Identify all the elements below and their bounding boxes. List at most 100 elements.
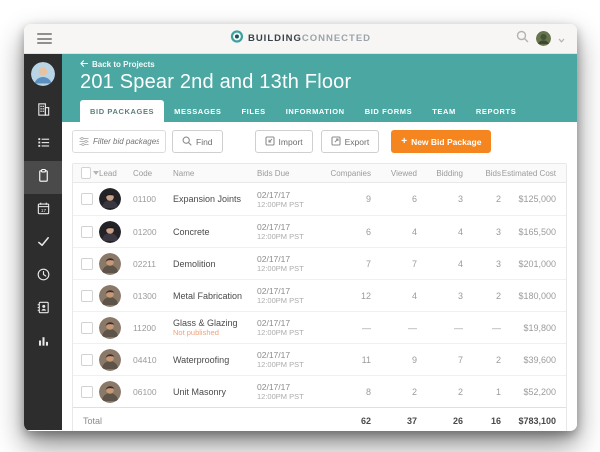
sidebar-item-reports[interactable] [24, 326, 62, 359]
table-row: 04410 Waterproofing 02/17/17 12:00PM PST… [73, 343, 566, 375]
row-viewed: 7 [411, 258, 417, 269]
sidebar-item-company[interactable] [24, 95, 62, 128]
row-bids: — [492, 322, 501, 333]
col-header-companies[interactable]: Companies [330, 168, 371, 178]
total-viewed: 37 [406, 416, 417, 426]
check-icon [36, 234, 51, 254]
tab-team[interactable]: TEAM [432, 107, 456, 116]
new-bid-package-button[interactable]: + New Bid Package [391, 130, 492, 153]
page-title: 201 Spear 2nd and 13th Floor [80, 71, 352, 93]
table-row: 01100 Expansion Joints 02/17/17 12:00PM … [73, 183, 566, 215]
filter-icon [79, 133, 89, 151]
sidebar-item-bid-packages[interactable] [24, 161, 62, 194]
sidebar-item-tasks[interactable] [24, 227, 62, 260]
row-bidding: — [454, 322, 463, 333]
total-label: Total [83, 416, 103, 426]
row-checkbox[interactable] [81, 385, 93, 398]
lead-avatar[interactable] [99, 348, 121, 371]
total-bidding: 26 [452, 416, 463, 426]
row-name[interactable]: Glass & Glazing [173, 318, 238, 328]
lead-avatar[interactable] [99, 380, 121, 403]
row-viewed: — [408, 322, 417, 333]
tab-messages[interactable]: MESSAGES [174, 107, 222, 116]
project-header: Back to Projects 201 Spear 2nd and 13th … [62, 54, 577, 122]
row-viewed: 4 [411, 290, 417, 301]
lead-avatar[interactable] [99, 220, 121, 243]
select-all-checkbox[interactable] [81, 167, 91, 179]
table-row: 02211 Demolition 02/17/17 12:00PM PST 7 … [73, 247, 566, 279]
filter-input[interactable] [93, 137, 159, 146]
clipboard-icon [36, 168, 51, 188]
row-estimated-cost: $19,800 [523, 322, 556, 333]
tab-bid-forms[interactable]: BID FORMS [364, 107, 413, 116]
row-name[interactable]: Metal Fabrication [173, 290, 243, 301]
col-header-bids[interactable]: Bids [485, 168, 501, 178]
row-name[interactable]: Waterproofing [173, 354, 230, 365]
sidebar-item-history[interactable] [24, 260, 62, 293]
tab-reports[interactable]: REPORTS [475, 107, 517, 116]
chevron-down-icon[interactable] [558, 30, 565, 48]
row-companies: 6 [365, 226, 371, 237]
row-bidding: 2 [457, 386, 463, 397]
brand-logo-icon [230, 29, 243, 48]
row-checkbox[interactable] [81, 225, 93, 238]
lead-avatar[interactable] [99, 284, 121, 307]
row-bidding: 3 [457, 194, 463, 204]
import-button[interactable]: Import [254, 130, 313, 153]
col-header-estimated-cost[interactable]: Estimated Cost [501, 168, 556, 178]
tab-bid-packages[interactable]: BID PACKAGES [80, 100, 165, 122]
tab-information[interactable]: INFORMATION [285, 107, 345, 116]
table-row: 11200 Glass & Glazing Not published 02/1… [73, 311, 566, 343]
row-name[interactable]: Expansion Joints [173, 194, 242, 204]
row-checkbox[interactable] [81, 193, 93, 205]
row-companies: 11 [361, 354, 371, 365]
col-header-lead[interactable]: Lead [99, 168, 117, 178]
bid-packages-toolbar: Find Import Export + New Bid Package [62, 122, 577, 160]
sidebar-item-list[interactable] [24, 128, 62, 161]
lead-avatar[interactable] [99, 316, 121, 339]
tab-files[interactable]: FILES [241, 107, 266, 116]
export-icon [331, 135, 341, 148]
col-header-code[interactable]: Code [133, 168, 153, 178]
table-body: 01100 Expansion Joints 02/17/17 12:00PM … [73, 183, 566, 407]
row-companies: 12 [360, 290, 371, 301]
sidebar-user-avatar[interactable] [31, 62, 55, 86]
export-button[interactable]: Export [320, 130, 380, 153]
row-bidding: 4 [457, 258, 463, 269]
row-name[interactable]: Unit Masonry [173, 386, 227, 397]
project-tabs: BID PACKAGES MESSAGES FILES INFORMATION BID … [62, 100, 577, 122]
row-note: Not published [173, 328, 219, 337]
select-dropdown-caret-icon[interactable] [93, 171, 99, 175]
col-header-name[interactable]: Name [173, 168, 195, 178]
row-bidding: 4 [457, 226, 463, 237]
table-row: 06100 Unit Masonry 02/17/17 12:00PM PST … [73, 375, 566, 407]
row-checkbox[interactable] [81, 321, 93, 334]
lead-avatar[interactable] [99, 188, 121, 210]
row-bids-due-date: 02/17/17 [257, 286, 291, 296]
sidebar-item-contacts[interactable] [24, 293, 62, 326]
sidebar-item-calendar[interactable]: 17 [24, 194, 62, 227]
back-to-projects-link[interactable]: Back to Projects [80, 60, 577, 69]
col-header-bids-due[interactable]: Bids Due [257, 168, 290, 178]
row-estimated-cost: $52,200 [523, 386, 556, 397]
row-checkbox[interactable] [81, 353, 93, 366]
top-bar: BUILDINGCONNECTED [24, 24, 577, 54]
row-checkbox[interactable] [81, 257, 93, 270]
col-header-bidding[interactable]: Bidding [436, 168, 463, 178]
row-estimated-cost: $165,500 [518, 226, 556, 237]
row-name[interactable]: Concrete [173, 226, 210, 237]
table-row: 01200 Concrete 02/17/17 12:00PM PST 6 4 … [73, 215, 566, 247]
col-header-viewed[interactable]: Viewed [390, 168, 417, 178]
row-code: 04410 [133, 354, 157, 365]
row-code: 01200 [133, 226, 157, 237]
row-viewed: 6 [411, 194, 417, 204]
lead-avatar[interactable] [99, 252, 121, 275]
user-avatar[interactable] [536, 31, 551, 46]
find-button[interactable]: Find [172, 130, 223, 153]
row-checkbox[interactable] [81, 289, 93, 302]
row-name[interactable]: Demolition [173, 258, 216, 269]
hamburger-menu-icon[interactable] [37, 31, 52, 47]
total-bids: 16 [490, 416, 501, 426]
search-icon[interactable] [516, 30, 529, 48]
row-code: 02211 [133, 258, 157, 269]
